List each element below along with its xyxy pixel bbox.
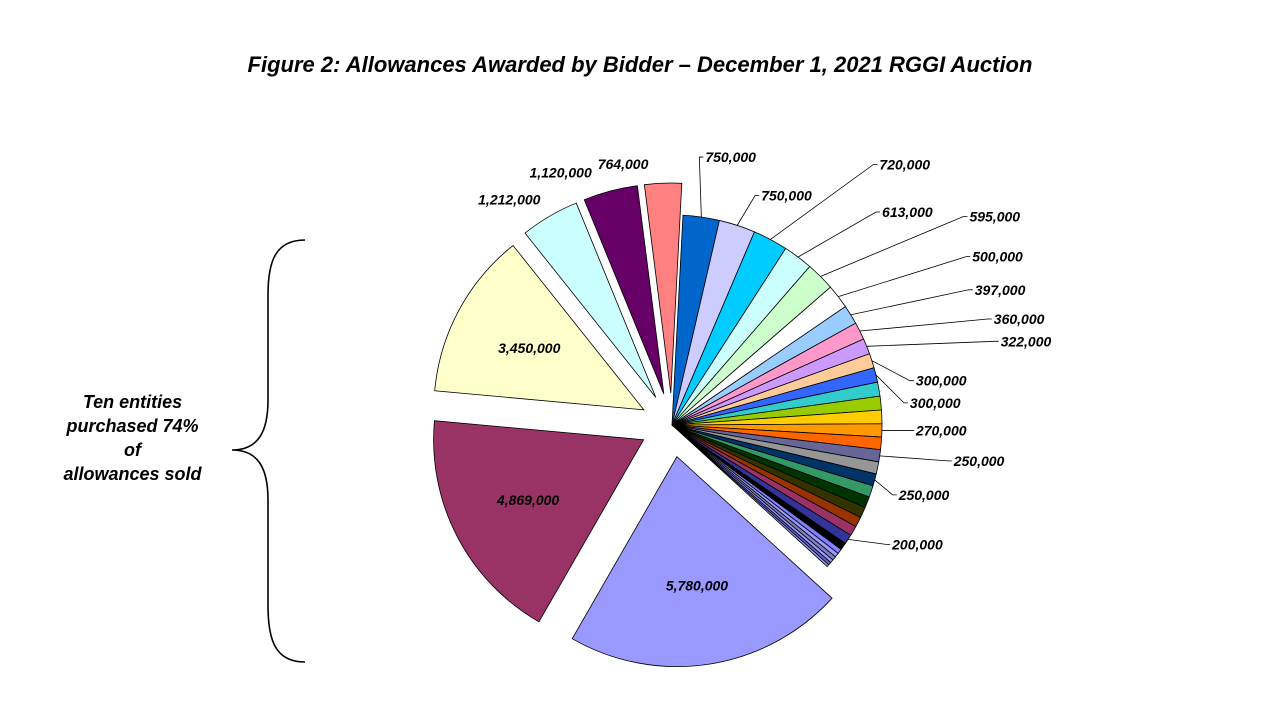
pie-slice: [583, 185, 665, 395]
slice-label: 3,450,000: [498, 340, 560, 356]
slice-label: 613,000: [882, 204, 933, 220]
leader-line: [838, 256, 971, 298]
slice-label: 250,000: [953, 453, 1005, 469]
note-line: Ten entities: [82, 392, 183, 412]
curly-brace: [231, 239, 306, 663]
slice-label: 300,000: [910, 395, 961, 411]
leader-line: [859, 318, 992, 332]
note-line: allowances sold: [63, 464, 202, 484]
slice-label: 720,000: [879, 156, 930, 172]
slice-label: 4,869,000: [496, 492, 559, 508]
note-line: purchased 74%: [66, 416, 199, 436]
pie-slice: [524, 202, 657, 398]
slice-label: 300,000: [916, 373, 967, 389]
pie-slice: [433, 420, 645, 623]
leader-line: [770, 164, 878, 240]
slice-label: 500,000: [972, 249, 1023, 265]
leader-line: [698, 156, 704, 218]
leader-line: [736, 194, 760, 226]
slice-label: 360,000: [994, 311, 1045, 327]
slice-label: 1,212,000: [478, 192, 540, 208]
leader-line: [874, 479, 897, 496]
note-line: of: [124, 440, 141, 460]
slice-label: 5,780,000: [666, 577, 728, 593]
ten-entities-note: Ten entities purchased 74% of allowances…: [40, 390, 225, 486]
slice-label: 250,000: [898, 487, 950, 503]
pie-slice: [434, 244, 645, 411]
slice-label: 1,120,000: [529, 165, 591, 181]
slice-label: 750,000: [761, 187, 812, 203]
pie-slice: [643, 182, 683, 394]
leader-line: [879, 455, 952, 462]
leader-line: [848, 538, 891, 545]
chart-title: Figure 2: Allowances Awarded by Bidder –…: [247, 52, 1033, 77]
leader-line: [875, 374, 908, 404]
slice-label: 270,000: [915, 422, 967, 438]
slice-label: 322,000: [1001, 333, 1052, 349]
slice-label: 397,000: [975, 282, 1026, 298]
slice-label: 200,000: [891, 536, 943, 552]
leader-line: [797, 211, 881, 258]
leader-line: [850, 289, 973, 316]
leader-line: [871, 360, 914, 382]
slice-label: 764,000: [598, 156, 649, 172]
pie-slice: [571, 455, 833, 667]
slice-label: 750,000: [705, 149, 756, 165]
leader-line: [866, 340, 999, 347]
leader-line: [820, 216, 968, 277]
slice-label: 595,000: [969, 208, 1020, 224]
pie-slice: [671, 424, 830, 568]
